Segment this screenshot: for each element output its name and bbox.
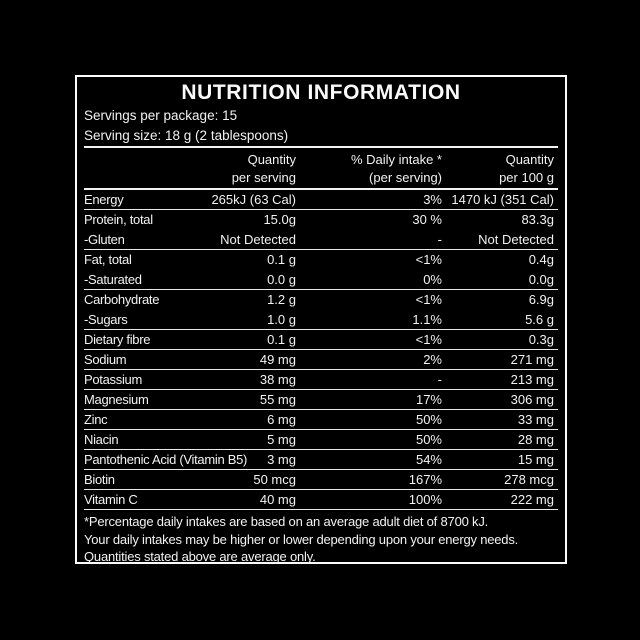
quantity-per-serving-value: 40 mg — [259, 492, 296, 507]
nutrient-table: Energy 265kJ (63 Cal) 3% 1470 kJ (351 Ca… — [77, 190, 565, 510]
quantity-per-serving-value: 55 mg — [259, 392, 296, 407]
table-row: Protein, total 15.0g 30 % 83.3g — [84, 210, 558, 230]
quantity-per-100g-value: 213 mg — [510, 372, 554, 387]
quantity-per-100g-value: 278 mcg — [504, 472, 554, 487]
table-row: Carbohydrate 1.2 g <1% 6.9g — [84, 290, 558, 310]
table-row: Pantothenic Acid (Vitamin B5) 3 mg 54% 1… — [84, 450, 558, 470]
table-row: Sodium 49 mg 2% 271 mg — [84, 350, 558, 370]
table-row: -Gluten Not Detected - Not Detected — [84, 230, 558, 250]
table-row: Potassium 38 mg - 213 mg — [84, 370, 558, 390]
quantity-per-serving-value: 0.1 g — [267, 252, 296, 267]
quantity-per-serving-value: 50 mcg — [253, 472, 296, 487]
table-row: Fat, total 0.1 g <1% 0.4g — [84, 250, 558, 270]
table-row: -Sugars 1.0 g 1.1% 5.6 g — [84, 310, 558, 330]
daily-intake-value: 17% — [415, 392, 442, 407]
quantity-per-100g-value: 5.6 g — [525, 312, 554, 327]
quantity-per-serving-value: 15.0g — [263, 212, 296, 227]
daily-intake-value: 2% — [423, 352, 442, 367]
nutrient-name: Zinc — [84, 412, 108, 427]
quantity-per-serving-value: 3 mg — [267, 452, 296, 467]
nutrient-name: Pantothenic Acid (Vitamin B5) — [84, 452, 248, 467]
quantity-per-100g-value: 222 mg — [510, 492, 554, 507]
table-row: Energy 265kJ (63 Cal) 3% 1470 kJ (351 Ca… — [84, 190, 558, 210]
nutrient-name: -Sugars — [84, 312, 128, 327]
quantity-per-serving-value: 1.2 g — [267, 292, 296, 307]
quantity-per-100g-value: 271 mg — [510, 352, 554, 367]
nutrient-name: Protein, total — [84, 212, 153, 227]
nutrient-name: Potassium — [84, 372, 142, 387]
quantity-per-serving-value: 265kJ (63 Cal) — [211, 192, 296, 207]
daily-intake-value: <1% — [415, 292, 442, 307]
nutrient-name: Energy — [84, 192, 124, 207]
table-header-row: Quantity per serving % Daily intake * (p… — [84, 148, 558, 188]
nutrient-name: Fat, total — [84, 252, 132, 267]
page-title: NUTRITION INFORMATION — [181, 81, 461, 104]
table-row: Dietary fibre 0.1 g <1% 0.3g — [84, 330, 558, 350]
table-row: Zinc 6 mg 50% 33 mg — [84, 410, 558, 430]
quantity-per-100g-value: 15 mg — [517, 452, 554, 467]
quantity-per-100g-value: 306 mg — [510, 392, 554, 407]
quantity-per-serving-value: 6 mg — [267, 412, 296, 427]
quantity-per-serving-value: 1.0 g — [267, 312, 296, 327]
daily-intake-value: 54% — [415, 452, 442, 467]
quantity-per-100g-value: 33 mg — [517, 412, 554, 427]
serving-size-text: Serving size: 18 g (2 tablespoons) — [84, 128, 289, 143]
daily-intake-value: 0% — [423, 272, 442, 287]
daily-intake-value: 1.1% — [412, 312, 442, 327]
nutrient-name: -Gluten — [84, 232, 125, 247]
quantity-per-100g-value: 28 mg — [517, 432, 554, 447]
nutrient-column-header — [84, 151, 184, 187]
daily-intake-value: 50% — [415, 412, 442, 427]
quantity-per-100g-value: 1470 kJ (351 Cal) — [451, 192, 554, 207]
nutrient-name: Biotin — [84, 472, 115, 487]
table-row: Vitamin C 40 mg 100% 222 mg — [84, 490, 558, 510]
quantity-per-serving-value: 5 mg — [267, 432, 296, 447]
quantity-per-serving-value: 38 mg — [259, 372, 296, 387]
nutrient-name: Magnesium — [84, 392, 149, 407]
quantity-per-serving-value: Not Detected — [220, 232, 296, 247]
daily-intake-value: <1% — [415, 332, 442, 347]
section-divider-header — [84, 188, 558, 190]
quantity-per-100g-value: 83.3g — [521, 212, 554, 227]
table-row: Magnesium 55 mg 17% 306 mg — [84, 390, 558, 410]
quantity-per-100g-value: Not Detected — [478, 232, 554, 247]
daily-intake-header: % Daily intake * (per serving) — [350, 152, 442, 185]
quantity-per-serving-value: 0.1 g — [267, 332, 296, 347]
nutrient-name: Vitamin C — [84, 492, 138, 507]
table-row: Biotin 50 mcg 167% 278 mcg — [84, 470, 558, 490]
nutrient-name: Niacin — [84, 432, 119, 447]
servings-per-package-text: Servings per package: 15 — [84, 108, 238, 123]
quantity-per-100g-value: 0.3g — [528, 332, 554, 347]
footnotes: *Percentage daily intakes are based on a… — [84, 513, 558, 566]
quantity-per-100g-value: 6.9g — [528, 292, 554, 307]
quantity-per-serving-value: 49 mg — [259, 352, 296, 367]
quantity-per-100g-value: 0.0g — [528, 272, 554, 287]
daily-intake-value: 167% — [408, 472, 442, 487]
nutrition-panel: NUTRITION INFORMATION Servings per packa… — [75, 75, 567, 564]
daily-intake-value: 30 % — [412, 212, 442, 227]
quantity-per-100g-value: 0.4g — [528, 252, 554, 267]
daily-intake-value: 50% — [415, 432, 442, 447]
table-row: Niacin 5 mg 50% 28 mg — [84, 430, 558, 450]
footnote-line: Quantities stated above are average only… — [84, 549, 316, 564]
quantity-per-100g-header: Quantity per 100 g — [499, 152, 554, 185]
nutrient-name: Carbohydrate — [84, 292, 160, 307]
nutrient-name: Dietary fibre — [84, 332, 151, 347]
daily-intake-value: 100% — [408, 492, 442, 507]
section-divider-top — [84, 146, 558, 148]
footnote-line: *Percentage daily intakes are based on a… — [84, 514, 489, 529]
daily-intake-value: <1% — [415, 252, 442, 267]
nutrient-name: -Saturated — [84, 272, 142, 287]
nutrient-name: Sodium — [84, 352, 127, 367]
footnote-line: Your daily intakes may be higher or lowe… — [84, 531, 519, 547]
table-row: -Saturated 0.0 g 0% 0.0g — [84, 270, 558, 290]
daily-intake-value: - — [437, 372, 442, 387]
daily-intake-value: 3% — [423, 192, 442, 207]
daily-intake-value: - — [437, 232, 442, 247]
quantity-per-serving-value: 0.0 g — [267, 272, 296, 287]
quantity-per-serving-header: Quantity per serving — [231, 152, 296, 185]
